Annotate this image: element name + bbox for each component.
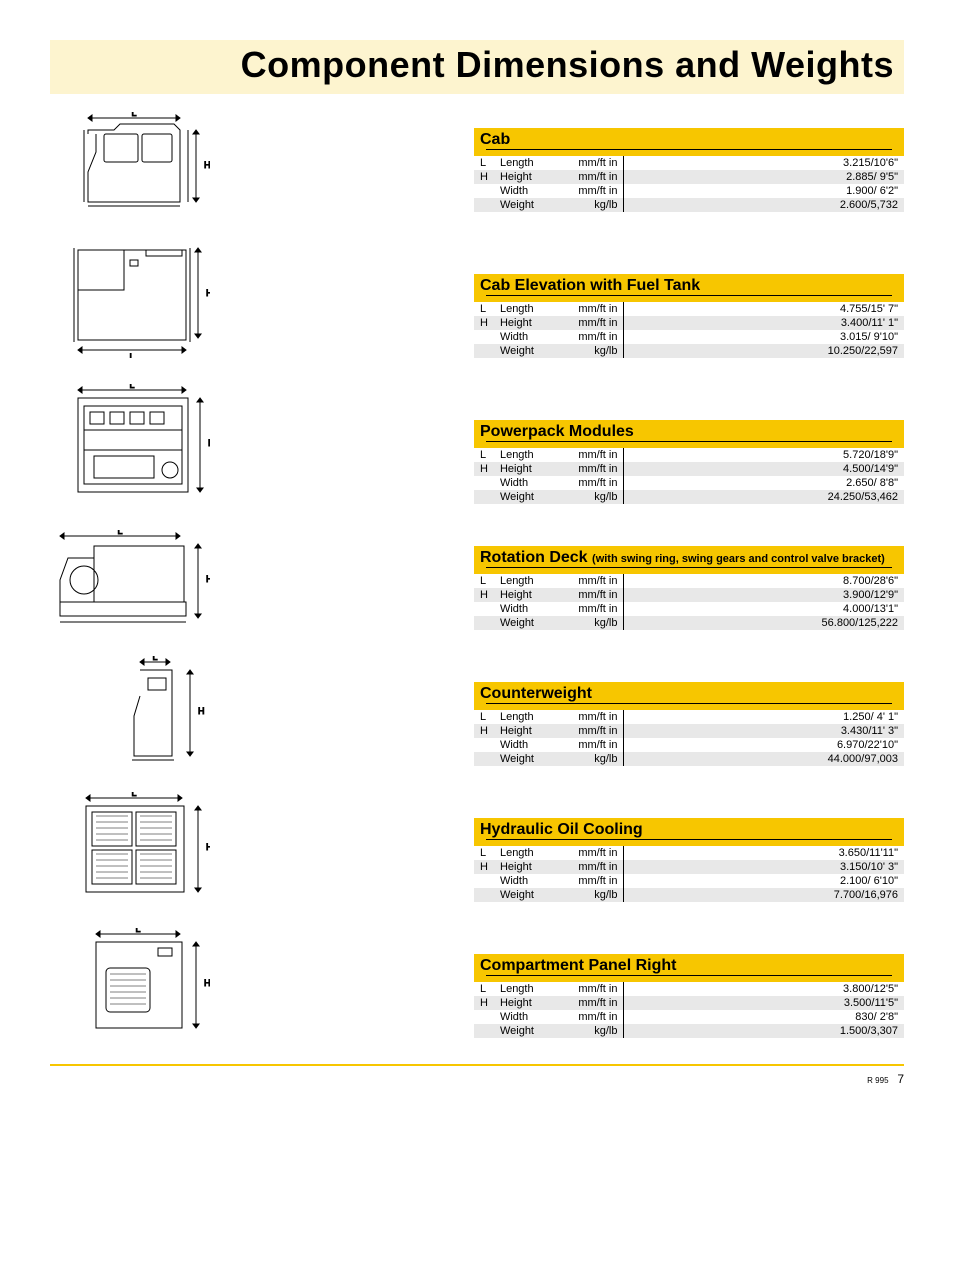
section-title: Powerpack Modules [480,423,634,440]
diagram-cab-elev: H L [60,238,210,358]
section-header: Powerpack Modules [474,420,904,448]
diagram-powerpack: L H [60,384,210,504]
section-header: Compartment Panel Right [474,954,904,982]
section-cab-elev: H L Cab Elevation with Fuel Tank LLength… [50,238,904,358]
section-title: Compartment Panel Right [480,957,676,974]
spec-table: LLengthmm/ft in3.215/10'6" HHeightmm/ft … [474,156,904,212]
footer-page: 7 [897,1072,904,1086]
spec-table: LLengthmm/ft in4.755/15' 7" HHeightmm/ft… [474,302,904,358]
section-header: Counterweight [474,682,904,710]
section-cab: L H Cab LLengthmm/ft in3.215/10'6" HHeig… [50,112,904,212]
footer-model: R 995 [867,1076,888,1085]
section-header: Cab [474,128,904,156]
section-title: Rotation Deck [480,549,588,566]
spec-table: LLengthmm/ft in3.650/11'11" HHeightmm/ft… [474,846,904,902]
section-hydraulic: L H Hydraulic Oil Cooling LLengthmm/ft i… [50,792,904,902]
svg-text:H: H [204,160,210,170]
section-counterweight: L H Counterweight LLengthmm/ft in1.250/ … [50,656,904,766]
page-footer: R 995 7 [50,1066,904,1086]
svg-text:L: L [129,352,134,358]
svg-text:L: L [117,530,122,536]
title-band: Component Dimensions and Weights [50,40,904,94]
svg-text:H: H [208,438,210,448]
svg-text:H: H [206,288,210,298]
svg-text:H: H [206,842,210,852]
svg-text:L: L [131,112,136,118]
section-header: Hydraulic Oil Cooling [474,818,904,846]
svg-text:L: L [129,384,134,390]
section-header: Cab Elevation with Fuel Tank [474,274,904,302]
section-rotation: L H Rotation Deck (with swing ring, swin… [50,530,904,630]
section-powerpack: L H Powerpack Modules LLengthmm/ft in5.7… [50,384,904,504]
spec-table: LLengthmm/ft in5.720/18'9" HHeightmm/ft … [474,448,904,504]
diagram-hydraulic: L H [70,792,210,902]
section-title: Cab [480,131,510,148]
section-header: Rotation Deck (with swing ring, swing ge… [474,546,904,574]
section-subtitle: (with swing ring, swing gears and contro… [592,553,885,565]
svg-text:L: L [131,792,136,798]
svg-text:L: L [152,656,157,662]
spec-table: LLengthmm/ft in8.700/28'6" HHeightmm/ft … [474,574,904,630]
section-title: Cab Elevation with Fuel Tank [480,277,700,294]
svg-text:L: L [135,928,140,934]
section-compartment: L H Compartment Panel Right LLengthmm/ft… [50,928,904,1038]
svg-text:H: H [198,706,205,716]
diagram-rotation: L H [50,530,210,630]
section-title: Hydraulic Oil Cooling [480,821,643,838]
page-title: Component Dimensions and Weights [60,44,894,86]
diagram-counterweight: L H [110,656,210,766]
section-title: Counterweight [480,685,592,702]
spec-table: LLengthmm/ft in3.800/12'5" HHeightmm/ft … [474,982,904,1038]
svg-text:H: H [206,574,210,584]
spec-table: LLengthmm/ft in1.250/ 4' 1" HHeightmm/ft… [474,710,904,766]
svg-text:H: H [204,978,210,988]
diagram-compartment: L H [80,928,210,1038]
diagram-cab: L H [70,112,210,212]
